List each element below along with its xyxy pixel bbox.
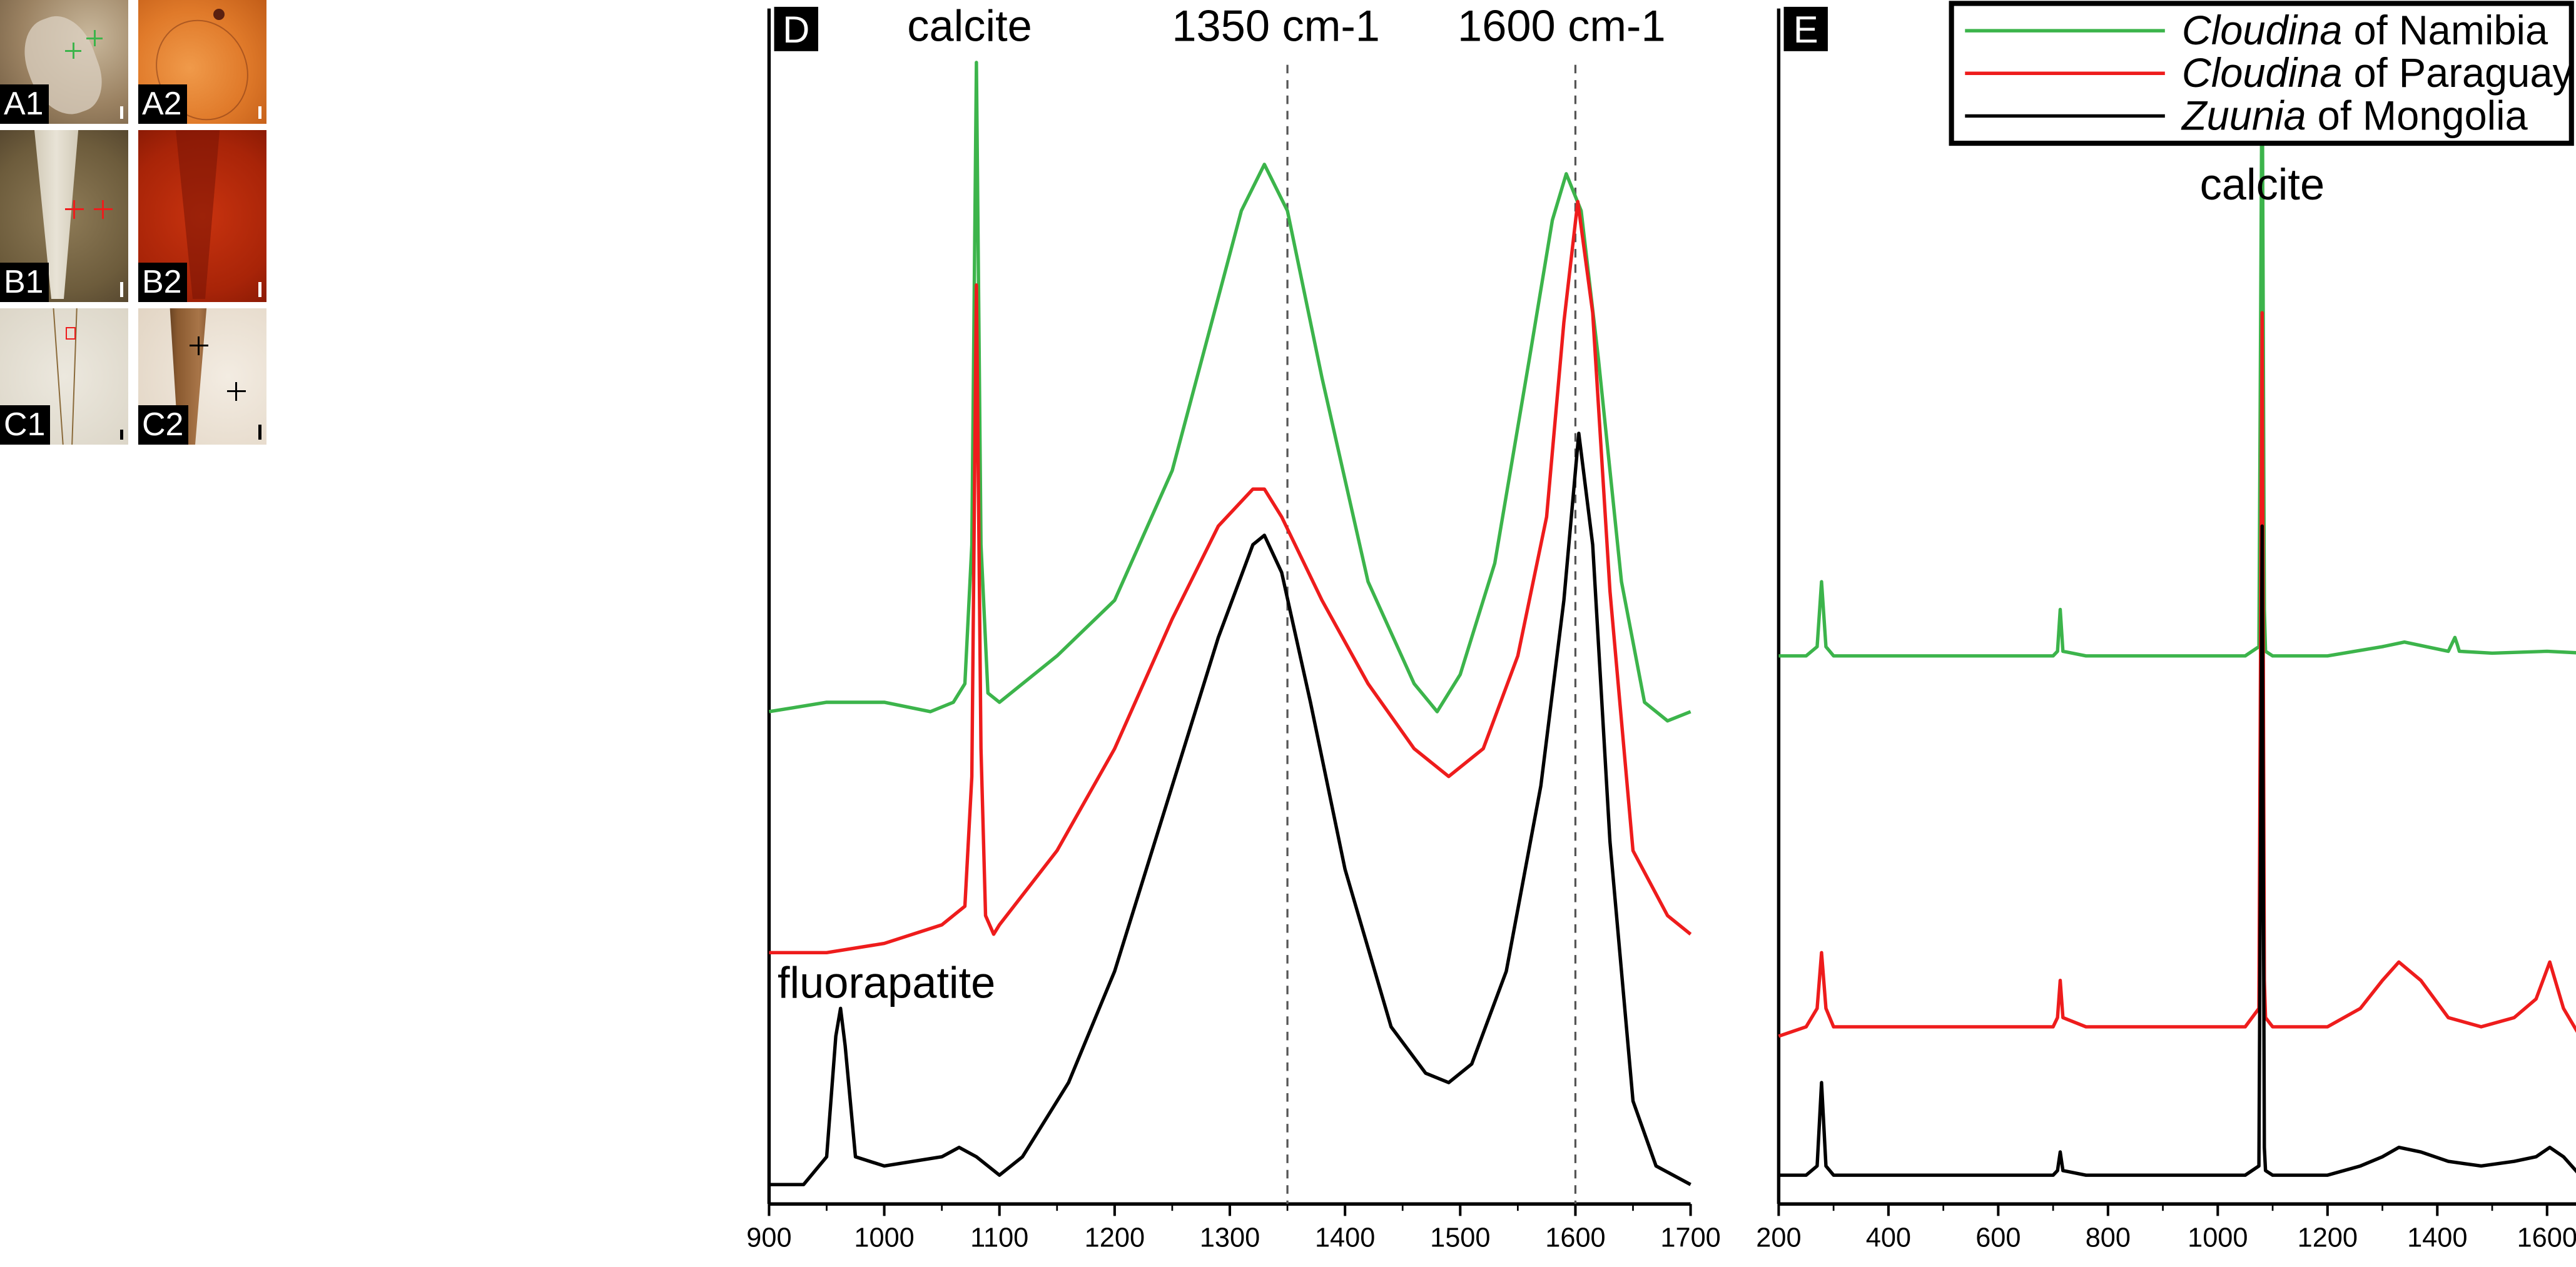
x-tick-label: 1600 [1545,1223,1605,1253]
panel-label: B2 [138,263,187,302]
legend-label: Cloudina of Paraguay [2182,50,2573,96]
photo-C1: C1 [0,308,128,445]
scale-bar [258,106,261,119]
scale-bar [120,282,123,297]
x-tick-label: 1700 [1660,1223,1720,1253]
panel-label: A1 [0,84,49,124]
panel-label: C1 [0,405,51,445]
x-tick-label: 200 [1756,1223,1801,1253]
peak-annotation: calcite [907,1,1032,50]
x-tick-label: 800 [2086,1223,2131,1253]
panel-label: B1 [0,263,49,302]
measure-cross [94,200,113,219]
x-tick-label: 1000 [854,1223,914,1253]
x-tick-label: 1100 [970,1223,1028,1253]
panel-label: E [1793,9,1818,51]
x-tick-label: 600 [1975,1223,2021,1253]
panel-label: C2 [138,405,189,445]
peak-annotation: 1350 cm-1 [1172,1,1380,50]
photo-B2: B2 [138,130,266,302]
x-tick-label: 1400 [1315,1223,1375,1253]
photo-C2: C2 [138,308,266,445]
x-tick-label: 1000 [2188,1223,2248,1253]
series-line-mongolia [769,432,1691,1186]
x-tick-label: 1300 [1200,1223,1260,1253]
scale-bar [120,106,123,119]
peak-annotation: 1600 cm-1 [1458,1,1666,50]
dark-spot [213,9,225,20]
measure-cross [65,200,84,219]
measure-cross [65,43,81,59]
series-line-namibia [768,61,1691,723]
series-line-mongolia [1778,524,2576,1177]
legend-box [1949,1,2574,146]
x-tick-label: 1200 [2298,1223,2358,1253]
scale-bar [258,425,261,440]
panel-label: A2 [138,84,187,124]
measure-cross [227,382,246,401]
x-axis-label: Raman shift (cm-1) of the fossils [914,1259,1545,1267]
x-tick-label: 1500 [1430,1223,1490,1253]
chart-panel-E: 200 400 600 800 1000 1200 1400 1600 Raman shift … [1756,6,2576,1267]
x-tick-label: 1600 [2517,1223,2576,1253]
measure-cross [190,336,208,355]
photo-A1: A1 [0,0,128,124]
x-tick-label: 1200 [1085,1223,1145,1253]
legend-label: Zuunia of Mongolia [2181,93,2528,138]
panel-label-box [774,6,818,51]
panel-label: D [783,9,809,51]
fossil-wall [53,308,64,445]
x-tick-label: 1400 [2407,1223,2467,1253]
panel-label-box [1783,6,1828,51]
peak-annotation: calcite [2200,159,2325,209]
series-line-paraguay [769,199,1692,955]
measure-cross [86,30,103,46]
chart-panel-D: 900 1000 1100 1200 1300 1400 1500 1600 1700 Raman… [746,6,1721,1267]
photo-A2: A2 [138,0,266,124]
series-line-namibia [1778,33,2576,658]
scale-bar [258,282,261,297]
x-tick-label: 400 [1866,1223,1911,1253]
highlight-box [66,327,76,340]
legend-label: Cloudina of Namibia [2182,8,2548,53]
photo-B1: B1 [0,130,128,302]
x-axis-label: Raman shift (cm-1) of the matrix [1876,1259,2505,1267]
x-tick-label: 900 [746,1223,791,1253]
scale-bar [120,430,123,440]
peak-annotation: fluorapatite [778,957,995,1007]
series-line-paraguay [1778,311,2576,1038]
